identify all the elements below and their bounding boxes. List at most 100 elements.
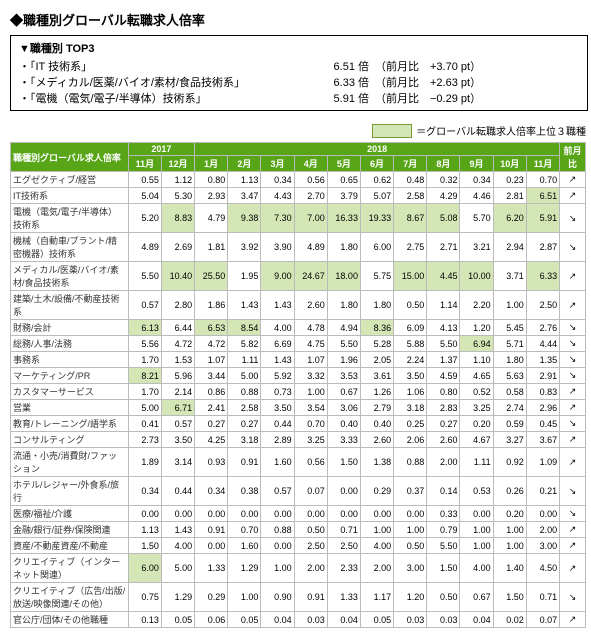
cell: 5.91	[526, 204, 559, 233]
cell: 0.50	[394, 538, 427, 554]
cell: 1.13	[128, 522, 161, 538]
top3-change: （前月比 +3.70 pt）	[369, 58, 535, 74]
cell: 0.86	[195, 384, 228, 400]
table-row: クリエイティブ（広告/出版/放送/映像関連/その他）0.751.290.291.…	[11, 583, 586, 612]
cell: 0.44	[161, 477, 194, 506]
cell: 0.40	[360, 416, 393, 432]
top3-label: ・「メディカル/医薬/バイオ/素材/食品技術系」	[19, 74, 279, 90]
cell: 5.63	[493, 368, 526, 384]
cell: 25.50	[195, 262, 228, 291]
top3-change: （前月比 −0.29 pt）	[369, 90, 535, 106]
cell: 1.50	[427, 554, 460, 583]
mom-arrow: ↗	[560, 448, 586, 477]
cell: 1.09	[526, 448, 559, 477]
table-row: 営業5.006.712.412.583.503.543.062.793.182.…	[11, 400, 586, 416]
table-row: 金融/銀行/証券/保険関連1.131.430.910.700.880.500.7…	[11, 522, 586, 538]
cell: 1.13	[228, 172, 261, 188]
row-label: メディカル/医薬/バイオ/素材/食品技術系	[11, 262, 129, 291]
cell: 0.00	[161, 506, 194, 522]
cell: 1.00	[294, 384, 327, 400]
cell: 2.91	[526, 368, 559, 384]
cell: 0.37	[394, 477, 427, 506]
cell: 0.03	[427, 612, 460, 628]
cell: 0.05	[228, 612, 261, 628]
cell: 2.76	[526, 320, 559, 336]
cell: 19.33	[360, 204, 393, 233]
cell: 5.56	[128, 336, 161, 352]
table-row: 資産/不動産資産/不動産1.504.000.001.600.002.502.50…	[11, 538, 586, 554]
cell: 5.45	[493, 320, 526, 336]
cell: 0.45	[526, 416, 559, 432]
row-label: ホテル/レジャー/外食系/旅行	[11, 477, 129, 506]
cell: 0.14	[427, 477, 460, 506]
table-row: 官公庁/団体/その他職種0.130.050.060.050.040.030.04…	[11, 612, 586, 628]
mom-arrow: ↗	[560, 262, 586, 291]
cell: 0.50	[394, 291, 427, 320]
cell: 2.00	[360, 554, 393, 583]
cell: 0.00	[327, 477, 360, 506]
row-label: 事務系	[11, 352, 129, 368]
cell: 24.67	[294, 262, 327, 291]
cell: 0.04	[460, 612, 493, 628]
cell: 4.89	[128, 233, 161, 262]
cell: 3.71	[493, 262, 526, 291]
table-row: エグゼクティブ/経営0.551.120.801.130.340.560.650.…	[11, 172, 586, 188]
table-row: IT技術系5.045.302.933.474.432.703.795.072.5…	[11, 188, 586, 204]
cell: 5.08	[427, 204, 460, 233]
cell: 0.34	[195, 477, 228, 506]
row-label: カスタマーサービス	[11, 384, 129, 400]
row-label: コンサルティング	[11, 432, 129, 448]
mom-arrow: ↗	[560, 384, 586, 400]
cell: 3.50	[394, 368, 427, 384]
cell: 5.50	[427, 538, 460, 554]
cell: 1.80	[327, 233, 360, 262]
cell: 5.00	[228, 368, 261, 384]
cell: 2.79	[360, 400, 393, 416]
cell: 1.38	[360, 448, 393, 477]
cell: 2.70	[294, 188, 327, 204]
cell: 2.80	[161, 291, 194, 320]
cell: 4.78	[294, 320, 327, 336]
mom-arrow: ↗	[560, 554, 586, 583]
cell: 4.65	[460, 368, 493, 384]
cell: 2.96	[526, 400, 559, 416]
cell: 1.12	[161, 172, 194, 188]
cell: 2.89	[261, 432, 294, 448]
top3-value: 6.51 倍	[279, 58, 369, 74]
top3-value: 6.33 倍	[279, 74, 369, 90]
cell: 0.44	[261, 416, 294, 432]
cell: 8.54	[228, 320, 261, 336]
cell: 5.30	[161, 188, 194, 204]
mom-arrow: ↘	[560, 506, 586, 522]
cell: 2.50	[526, 291, 559, 320]
cell: 4.59	[427, 368, 460, 384]
cell: 0.27	[228, 416, 261, 432]
cell: 3.25	[294, 432, 327, 448]
cell: 3.33	[327, 432, 360, 448]
top3-row: ・「電機（電気/電子/半導体）技術系」5.91 倍（前月比 −0.29 pt）	[19, 90, 579, 106]
cell: 2.06	[394, 432, 427, 448]
cell: 0.90	[261, 583, 294, 612]
cell: 4.13	[427, 320, 460, 336]
cell: 15.00	[394, 262, 427, 291]
cell: 2.00	[294, 554, 327, 583]
mom-arrow: ↘	[560, 477, 586, 506]
table-row: コンサルティング2.733.504.253.182.893.253.332.60…	[11, 432, 586, 448]
row-label: 財務/会計	[11, 320, 129, 336]
top3-change: （前月比 +2.63 pt）	[369, 74, 535, 90]
cell: 0.83	[526, 384, 559, 400]
cell: 5.07	[360, 188, 393, 204]
cell: 0.41	[128, 416, 161, 432]
row-label: 機械（自動車/プラント/精密機器）技術系	[11, 233, 129, 262]
cell: 3.67	[526, 432, 559, 448]
row-label: IT技術系	[11, 188, 129, 204]
cell: 3.21	[460, 233, 493, 262]
cell: 5.70	[460, 204, 493, 233]
cell: 2.50	[294, 538, 327, 554]
cell: 2.20	[460, 291, 493, 320]
cell: 1.80	[327, 291, 360, 320]
cell: 0.65	[327, 172, 360, 188]
cell: 0.00	[261, 506, 294, 522]
cell: 3.79	[327, 188, 360, 204]
cell: 1.17	[360, 583, 393, 612]
